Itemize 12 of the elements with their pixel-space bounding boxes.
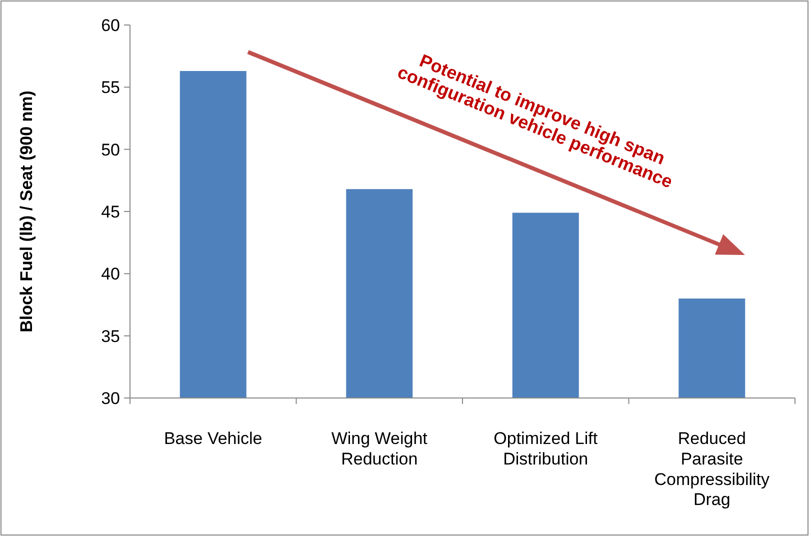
y-tick-label: 35 [101,326,120,346]
y-tick-label: 50 [101,140,120,160]
x-tick-label: Optimized Lift Distribution [494,429,598,468]
x-tick-label: Base Vehicle [164,429,262,448]
y-axis-title: Block Fuel (lb) / Seat (900 nm) [17,90,36,332]
x-tick-label: Reduced Parasite Compressibility Drag [654,429,770,510]
y-tick-label: 45 [101,202,120,222]
y-tick-label: 40 [101,264,120,284]
y-tick-label: 60 [101,16,120,35]
y-tick-label: 55 [101,78,120,98]
y-tick-label: 30 [101,388,120,408]
x-tick-label: Wing Weight Reduction [331,429,428,468]
